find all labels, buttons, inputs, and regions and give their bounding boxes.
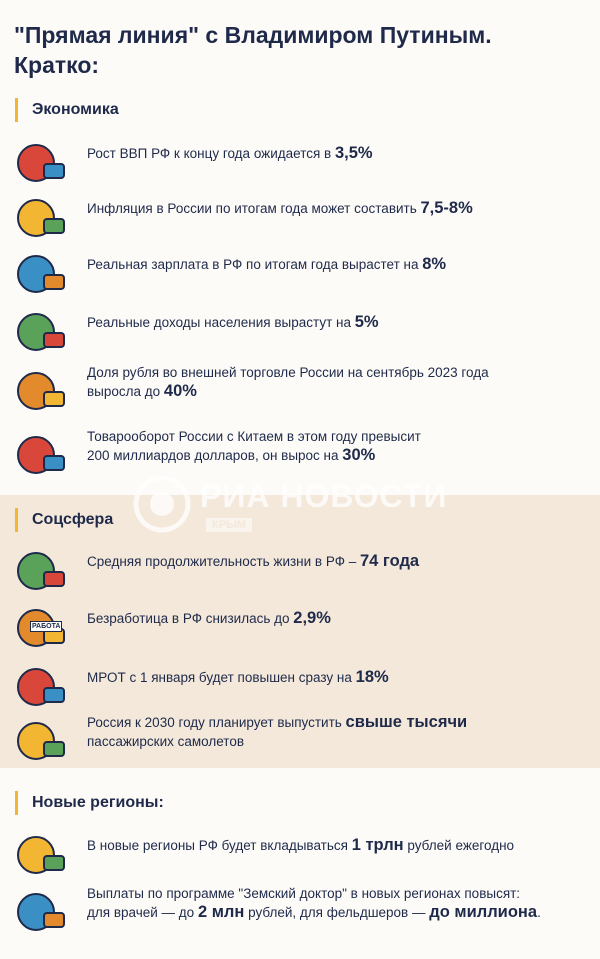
item-text: Безработица в РФ снизилась до 2,9%: [87, 609, 331, 628]
highlight: 5%: [354, 313, 379, 331]
text: рублей, для фельдшеров —: [244, 904, 430, 920]
section-title: Экономика: [15, 98, 119, 122]
watermark-brand: РИА НОВОСТИ: [200, 478, 448, 514]
text: для врачей — до: [87, 904, 198, 920]
icon: [17, 144, 65, 182]
title-line: Кратко:: [14, 52, 100, 78]
item-text: Товарооборот России с Китаем в этом году…: [87, 427, 421, 446]
text: 200 миллиардов долларов, он вырос на: [87, 447, 343, 463]
text: В новые регионы РФ будет вкладываться: [87, 838, 352, 853]
highlight: 3,5%: [334, 144, 373, 162]
highlight: свыше тысячи: [345, 712, 468, 731]
text: МРОТ с 1 января будет повышен сразу на: [87, 670, 356, 685]
text: Инфляция в России по итогам года может с…: [87, 201, 421, 216]
item-text: Доля рубля во внешней торговле России на…: [87, 363, 489, 382]
icon: [17, 372, 65, 410]
icon: [17, 836, 65, 874]
highlight: 18%: [355, 668, 389, 686]
text: Рост ВВП РФ к концу года ожидается в: [87, 146, 335, 161]
text: выросла до: [87, 383, 164, 399]
title-line: "Прямая линия" с Владимиром Путиным.: [14, 22, 492, 48]
text: Средняя продолжительность жизни в РФ –: [87, 554, 360, 569]
icon: [17, 313, 65, 351]
item-text: МРОТ с 1 января будет повышен сразу на 1…: [87, 668, 389, 687]
icon-label: РАБОТА: [30, 621, 63, 632]
item-text: 200 миллиардов долларов, он вырос на 30%: [87, 446, 375, 465]
highlight: 2,9%: [293, 609, 331, 627]
icon: [17, 436, 65, 474]
highlight: 7,5-8%: [420, 199, 473, 217]
highlight: до миллиона: [429, 902, 538, 921]
text: Реальные доходы населения вырастут на: [87, 315, 355, 330]
item-text: Реальные доходы населения вырастут на 5%: [87, 313, 379, 332]
highlight: 74 года: [359, 552, 420, 570]
section-title: Соцсфера: [15, 508, 113, 532]
item-text: Реальная зарплата в РФ по итогам года вы…: [87, 255, 446, 274]
text: пассажирских самолетов: [87, 733, 245, 749]
item-text: Средняя продолжительность жизни в РФ – 7…: [87, 552, 419, 571]
icon: [17, 893, 65, 931]
watermark-region: КРЫМ: [206, 518, 252, 532]
icon: [17, 552, 65, 590]
item-text: выросла до 40%: [87, 382, 197, 401]
text: Товарооборот России с Китаем в этом году…: [87, 428, 421, 444]
item-text: Рост ВВП РФ к концу года ожидается в 3,5…: [87, 144, 373, 163]
highlight: 40%: [163, 381, 197, 400]
text: рублей ежегодно: [403, 838, 515, 853]
text: Выплаты по программе "Земский доктор" в …: [87, 885, 521, 901]
text: .: [537, 904, 541, 920]
item-text: пассажирских самолетов: [87, 732, 244, 751]
item-text: для врачей — до 2 млн рублей, для фельдш…: [87, 903, 541, 922]
text: Безработица в РФ снизилась до: [87, 611, 294, 626]
highlight: 1 трлн: [351, 836, 404, 854]
watermark-logo: [133, 475, 191, 533]
highlight: 8%: [422, 255, 447, 273]
item-text: Выплаты по программе "Земский доктор" в …: [87, 884, 520, 903]
icon: [17, 199, 65, 237]
text: Реальная зарплата в РФ по итогам года вы…: [87, 257, 423, 272]
icon: [17, 722, 65, 760]
highlight: 30%: [342, 445, 376, 464]
highlight: 2 млн: [197, 902, 245, 921]
item-text: Инфляция в России по итогам года может с…: [87, 199, 473, 218]
social-band: [0, 495, 600, 768]
text: Доля рубля во внешней торговле России на…: [87, 364, 489, 380]
text: Россия к 2030 году планирует выпустить: [87, 714, 346, 730]
item-text: Россия к 2030 году планирует выпустить с…: [87, 713, 467, 732]
icon: [17, 668, 65, 706]
item-text: В новые регионы РФ будет вкладываться 1 …: [87, 836, 514, 855]
section-title: Новые регионы:: [15, 791, 164, 815]
icon: [17, 255, 65, 293]
